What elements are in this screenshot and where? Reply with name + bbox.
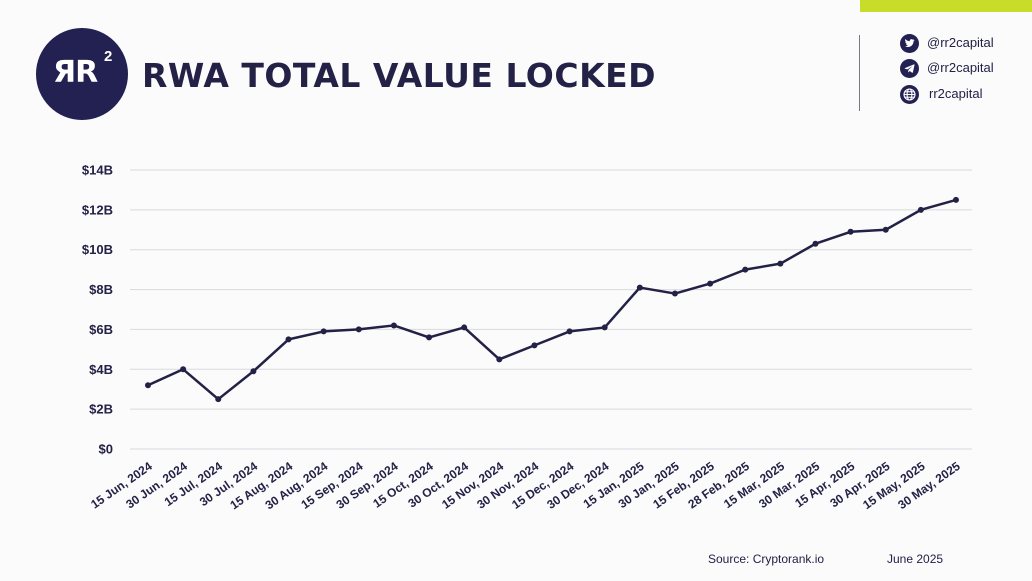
y-tick-label: $2B <box>89 402 113 417</box>
data-point <box>426 334 433 341</box>
report-date: June 2025 <box>887 552 944 566</box>
data-point <box>145 382 151 389</box>
data-point <box>496 356 503 363</box>
data-point <box>285 336 292 343</box>
globe-icon <box>900 85 919 104</box>
y-tick-label: $0 <box>99 442 113 457</box>
social-telegram-label: @rr2capital <box>927 60 994 75</box>
logo: ЯR 2 <box>36 28 128 120</box>
y-axis-ticks: $0 $2B $4B $6B $8B $10B $12B $14B <box>82 163 113 457</box>
data-point <box>671 290 678 297</box>
data-point <box>601 324 608 331</box>
data-point <box>250 368 257 375</box>
data-point <box>847 228 854 235</box>
data-point <box>812 240 819 247</box>
series-line <box>147 198 957 401</box>
data-point <box>461 324 468 331</box>
grid-lines <box>130 169 972 450</box>
social-website-label: rr2capital <box>929 86 983 101</box>
social-twitter-label: @rr2capital <box>927 35 994 50</box>
data-point <box>707 280 714 287</box>
data-point <box>953 196 959 203</box>
logo-text: ЯR <box>53 55 98 90</box>
y-tick-label: $8B <box>89 282 113 297</box>
header-divider <box>859 35 860 111</box>
data-point <box>215 396 222 403</box>
source-note: Source: Cryptorank.io <box>708 552 825 566</box>
data-point <box>917 206 924 213</box>
data-point <box>882 226 889 233</box>
data-point <box>742 266 749 273</box>
data-point <box>390 322 397 329</box>
data-point <box>566 328 573 335</box>
page-title: RWA TOTAL VALUE LOCKED <box>142 56 657 95</box>
data-point <box>531 342 538 349</box>
y-tick-label: $6B <box>89 322 113 337</box>
data-point <box>355 326 362 333</box>
data-point <box>636 284 643 291</box>
y-tick-label: $4B <box>89 362 113 377</box>
twitter-icon <box>900 34 919 53</box>
data-point <box>320 328 327 335</box>
telegram-icon <box>900 59 919 78</box>
series <box>145 196 959 403</box>
y-tick-label: $10B <box>82 242 113 257</box>
data-point <box>180 366 187 373</box>
accent-bar <box>860 0 1032 12</box>
y-tick-label: $12B <box>82 202 113 217</box>
y-tick-label: $14B <box>82 163 113 178</box>
data-point <box>777 260 784 267</box>
logo-superscript: 2 <box>104 48 113 65</box>
